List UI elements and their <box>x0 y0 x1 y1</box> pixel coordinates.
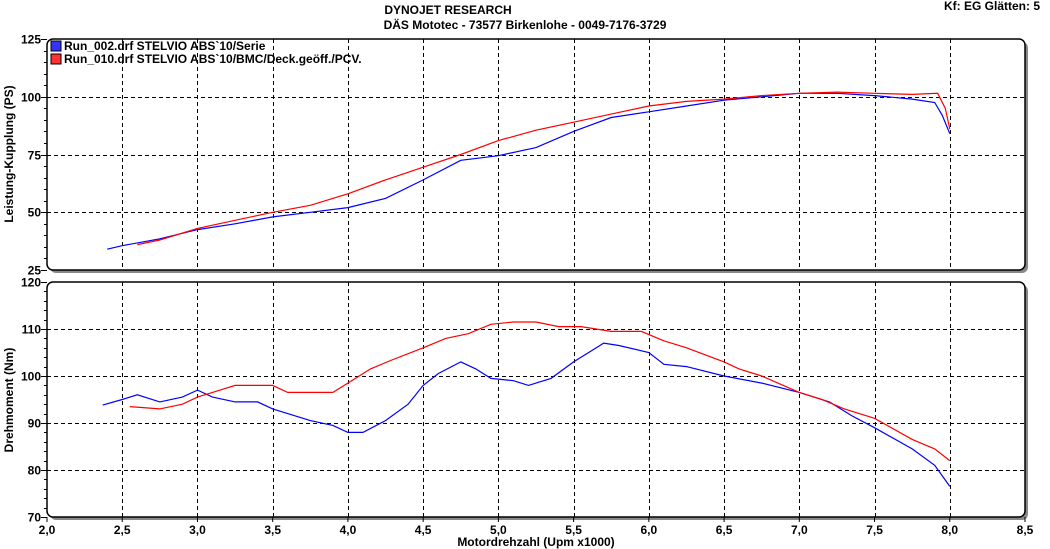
y-tick-label: 90 <box>28 417 42 431</box>
power-series-run-002 <box>107 92 951 250</box>
legend-swatch-blue <box>50 40 62 52</box>
plot-frame <box>46 38 1026 271</box>
x-tick-label: 7,0 <box>791 523 808 537</box>
x-tick-label: 8,5 <box>1017 523 1034 537</box>
header-settings: Kf: EG Glätten: 5 <box>944 0 1040 13</box>
x-tick-label: 8,0 <box>941 523 958 537</box>
x-axis-label: Motordrehzahl (Upm x1000) <box>457 535 614 549</box>
y-tick-label: 100 <box>21 91 41 105</box>
torque-series-run-010 <box>129 321 951 462</box>
y-tick-label: 125 <box>21 33 41 47</box>
x-tick-label: 5,0 <box>490 523 507 537</box>
plot-frame <box>46 281 1026 518</box>
x-tick-label: 6,0 <box>641 523 658 537</box>
x-tick-label: 3,0 <box>189 523 206 537</box>
y-tick-label: 100 <box>21 370 41 384</box>
legend-label-run-010: Run_010.drf STELVIO ABS`10/BMC/Deck.geöf… <box>64 52 362 66</box>
y-tick-label: 50 <box>28 206 42 220</box>
x-tick-label: 4,5 <box>415 523 432 537</box>
legend-swatch-red <box>50 53 62 65</box>
header-title: DYNOJET RESEARCH <box>384 3 511 17</box>
y-tick-label: 25 <box>28 264 42 278</box>
y-axis-label-torque: Drehmoment (Nm) <box>2 348 16 453</box>
y-tick-label: 120 <box>21 276 41 290</box>
y-tick-label: 75 <box>28 149 42 163</box>
y-tick-label: 110 <box>22 323 42 337</box>
x-tick-label: 4,0 <box>340 523 357 537</box>
x-tick-label: 6,5 <box>716 523 733 537</box>
y-axis-label-power: Leistung-Kupplung (PS) <box>2 85 16 222</box>
x-tick-label: 2,0 <box>39 523 56 537</box>
torque-series-run-002 <box>102 342 951 487</box>
legend: Run_002.drf STELVIO ABS`10/Serie Run_010… <box>50 39 362 66</box>
power-series-run-010 <box>137 91 951 246</box>
legend-label-run-002: Run_002.drf STELVIO ABS`10/Serie <box>64 39 266 53</box>
y-tick-label: 70 <box>28 511 42 525</box>
x-tick-label: 2,5 <box>114 523 131 537</box>
header-subtitle: DÄS Mototec - 73577 Birkenlohe - 0049-71… <box>384 17 667 32</box>
y-tick-label: 80 <box>28 464 42 478</box>
x-tick-label: 7,5 <box>866 523 883 537</box>
x-tick-label: 5,5 <box>565 523 582 537</box>
x-tick-label: 3,5 <box>264 523 281 537</box>
